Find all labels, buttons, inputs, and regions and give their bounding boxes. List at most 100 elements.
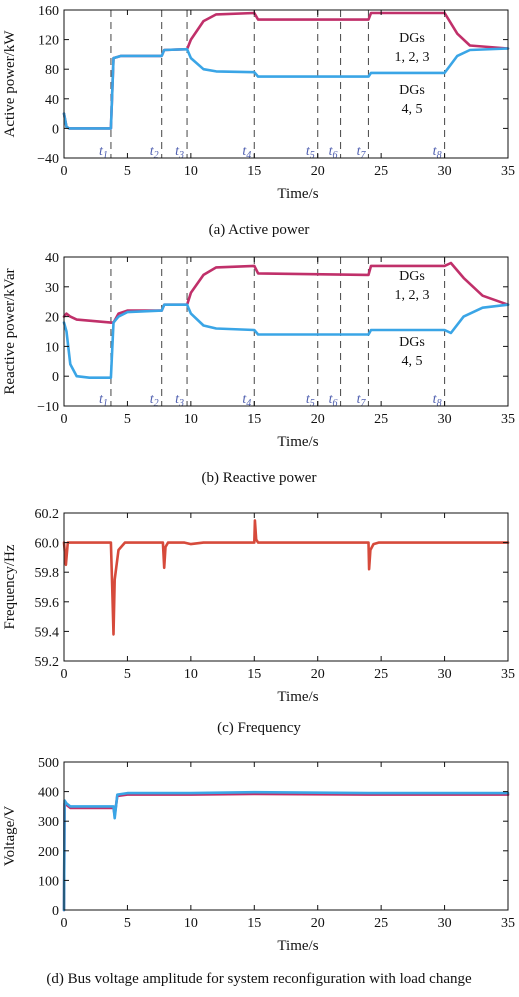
y-tick-label: 20 — [45, 311, 59, 326]
y-tick-label: 160 — [38, 4, 59, 19]
y-tick-label: 30 — [45, 281, 59, 296]
x-tick-label: 25 — [374, 164, 388, 179]
series-annotation: 1, 2, 3 — [395, 50, 430, 65]
plot-frame — [63, 512, 509, 662]
x-tick-label: 20 — [311, 667, 325, 682]
plot-frame — [63, 761, 509, 911]
chart-panel-2: t1 t2 t3 t4 t5 t6 t7 t80 5 10 15 20 25 30 35−100102030… — [2, 251, 515, 486]
y-axis-label: Frequency/Hz — [2, 544, 18, 629]
series-line-2 — [62, 47, 510, 130]
event-marker-label: t1 — [99, 144, 108, 161]
x-tick-label: 15 — [247, 916, 261, 931]
series-line-1 — [62, 11, 510, 130]
event-marker-label: t4 — [242, 392, 251, 409]
series-annotation: 4, 5 — [402, 354, 423, 369]
event-marker-label: t4 — [242, 144, 251, 161]
chart-panel-3: 0 5 10 15 20 25 30 35 59.2 59.4 59.6 59.8 60.0 60.2 Ti… — [2, 507, 515, 736]
x-tick-label: 25 — [374, 412, 388, 427]
series-line-1 — [62, 261, 510, 324]
x-axis-label: Time/s — [277, 938, 318, 954]
y-tick-label: −10 — [37, 400, 59, 415]
x-tick-label: 15 — [247, 667, 261, 682]
event-marker-label: t7 — [357, 144, 367, 161]
y-tick-label: 10 — [45, 340, 59, 355]
y-tick-label: 40 — [45, 251, 59, 266]
x-tick-label: 5 — [124, 412, 131, 427]
event-marker-label: t5 — [306, 144, 315, 161]
event-marker-label: t2 — [150, 392, 159, 409]
panel-caption: (c) Frequency — [217, 720, 301, 736]
x-tick-label: 25 — [374, 916, 388, 931]
series-line-2 — [62, 303, 510, 380]
series-annotation: DGs — [399, 31, 425, 46]
x-tick-label: 10 — [184, 164, 198, 179]
event-marker-label: t7 — [357, 392, 367, 409]
y-tick-label: 60.2 — [35, 507, 60, 522]
x-tick-label: 10 — [184, 412, 198, 427]
x-tick-label: 35 — [501, 164, 515, 179]
chart-panel-4: 0 5 10 15 20 25 30 35 0 100 200 300 400 500 Time/s Volt… — [2, 756, 515, 987]
x-tick-label: 0 — [61, 667, 68, 682]
y-tick-label: −40 — [37, 152, 59, 167]
panel-caption: (b) Reactive power — [202, 470, 317, 486]
event-marker-label: t3 — [175, 392, 184, 409]
x-axis-label: Time/s — [277, 186, 318, 202]
x-tick-label: 0 — [61, 412, 68, 427]
y-tick-label: 300 — [38, 815, 59, 830]
y-tick-label: 59.2 — [35, 655, 60, 670]
series-line-2 — [62, 790, 510, 912]
x-tick-label: 10 — [184, 667, 198, 682]
y-axis-label: Active power/kW — [2, 30, 18, 138]
x-tick-label: 30 — [438, 916, 452, 931]
x-tick-label: 15 — [247, 412, 261, 427]
x-tick-label: 20 — [311, 164, 325, 179]
y-tick-label: 40 — [45, 93, 59, 108]
series-annotation: DGs — [399, 335, 425, 350]
x-tick-label: 25 — [374, 667, 388, 682]
x-tick-label: 30 — [438, 164, 452, 179]
event-marker-label: t5 — [306, 392, 315, 409]
y-tick-label: 59.4 — [35, 625, 60, 640]
y-tick-label: 0 — [52, 904, 59, 919]
event-marker-label: t2 — [150, 144, 159, 161]
x-tick-label: 20 — [311, 412, 325, 427]
plot-frame — [63, 9, 509, 159]
x-axis-label: Time/s — [277, 434, 318, 450]
x-tick-label: 5 — [124, 667, 131, 682]
y-tick-label: 0 — [52, 370, 59, 385]
chart-panel-1: t1 t2 t3 t4 t5 t6 t7 t80 5 10 15 20 25 30 35−400408012… — [2, 4, 515, 238]
y-tick-label: 80 — [45, 63, 59, 78]
x-tick-label: 35 — [501, 916, 515, 931]
event-marker-label: t8 — [433, 392, 442, 409]
y-tick-label: 120 — [38, 34, 59, 49]
y-tick-label: 100 — [38, 874, 59, 889]
event-marker-label: t6 — [329, 144, 338, 161]
x-tick-label: 30 — [438, 412, 452, 427]
y-tick-label: 400 — [38, 786, 59, 801]
y-tick-label: 59.6 — [35, 596, 60, 611]
y-tick-label: 60.0 — [35, 537, 60, 552]
y-tick-label: 500 — [38, 756, 59, 771]
event-marker-label: t8 — [433, 144, 442, 161]
event-marker-label: t3 — [175, 144, 184, 161]
x-tick-label: 30 — [438, 667, 452, 682]
x-tick-label: 0 — [61, 916, 68, 931]
series-annotation: 4, 5 — [402, 102, 423, 117]
x-tick-label: 5 — [124, 916, 131, 931]
x-tick-label: 5 — [124, 164, 131, 179]
y-tick-label: 59.8 — [35, 566, 60, 581]
y-axis-label: Voltage/V — [2, 806, 18, 867]
y-tick-label: 200 — [38, 845, 59, 860]
series-annotation: DGs — [399, 83, 425, 98]
x-axis-label: Time/s — [277, 689, 318, 705]
series-line-1 — [62, 519, 510, 636]
y-axis-label: Reactive power/kVar — [2, 268, 18, 394]
event-marker-label: t1 — [99, 392, 108, 409]
series-annotation: 1, 2, 3 — [395, 288, 430, 303]
x-tick-label: 10 — [184, 916, 198, 931]
event-marker-label: t6 — [329, 392, 338, 409]
x-tick-label: 15 — [247, 164, 261, 179]
series-annotation: DGs — [399, 269, 425, 284]
x-tick-label: 35 — [501, 412, 515, 427]
